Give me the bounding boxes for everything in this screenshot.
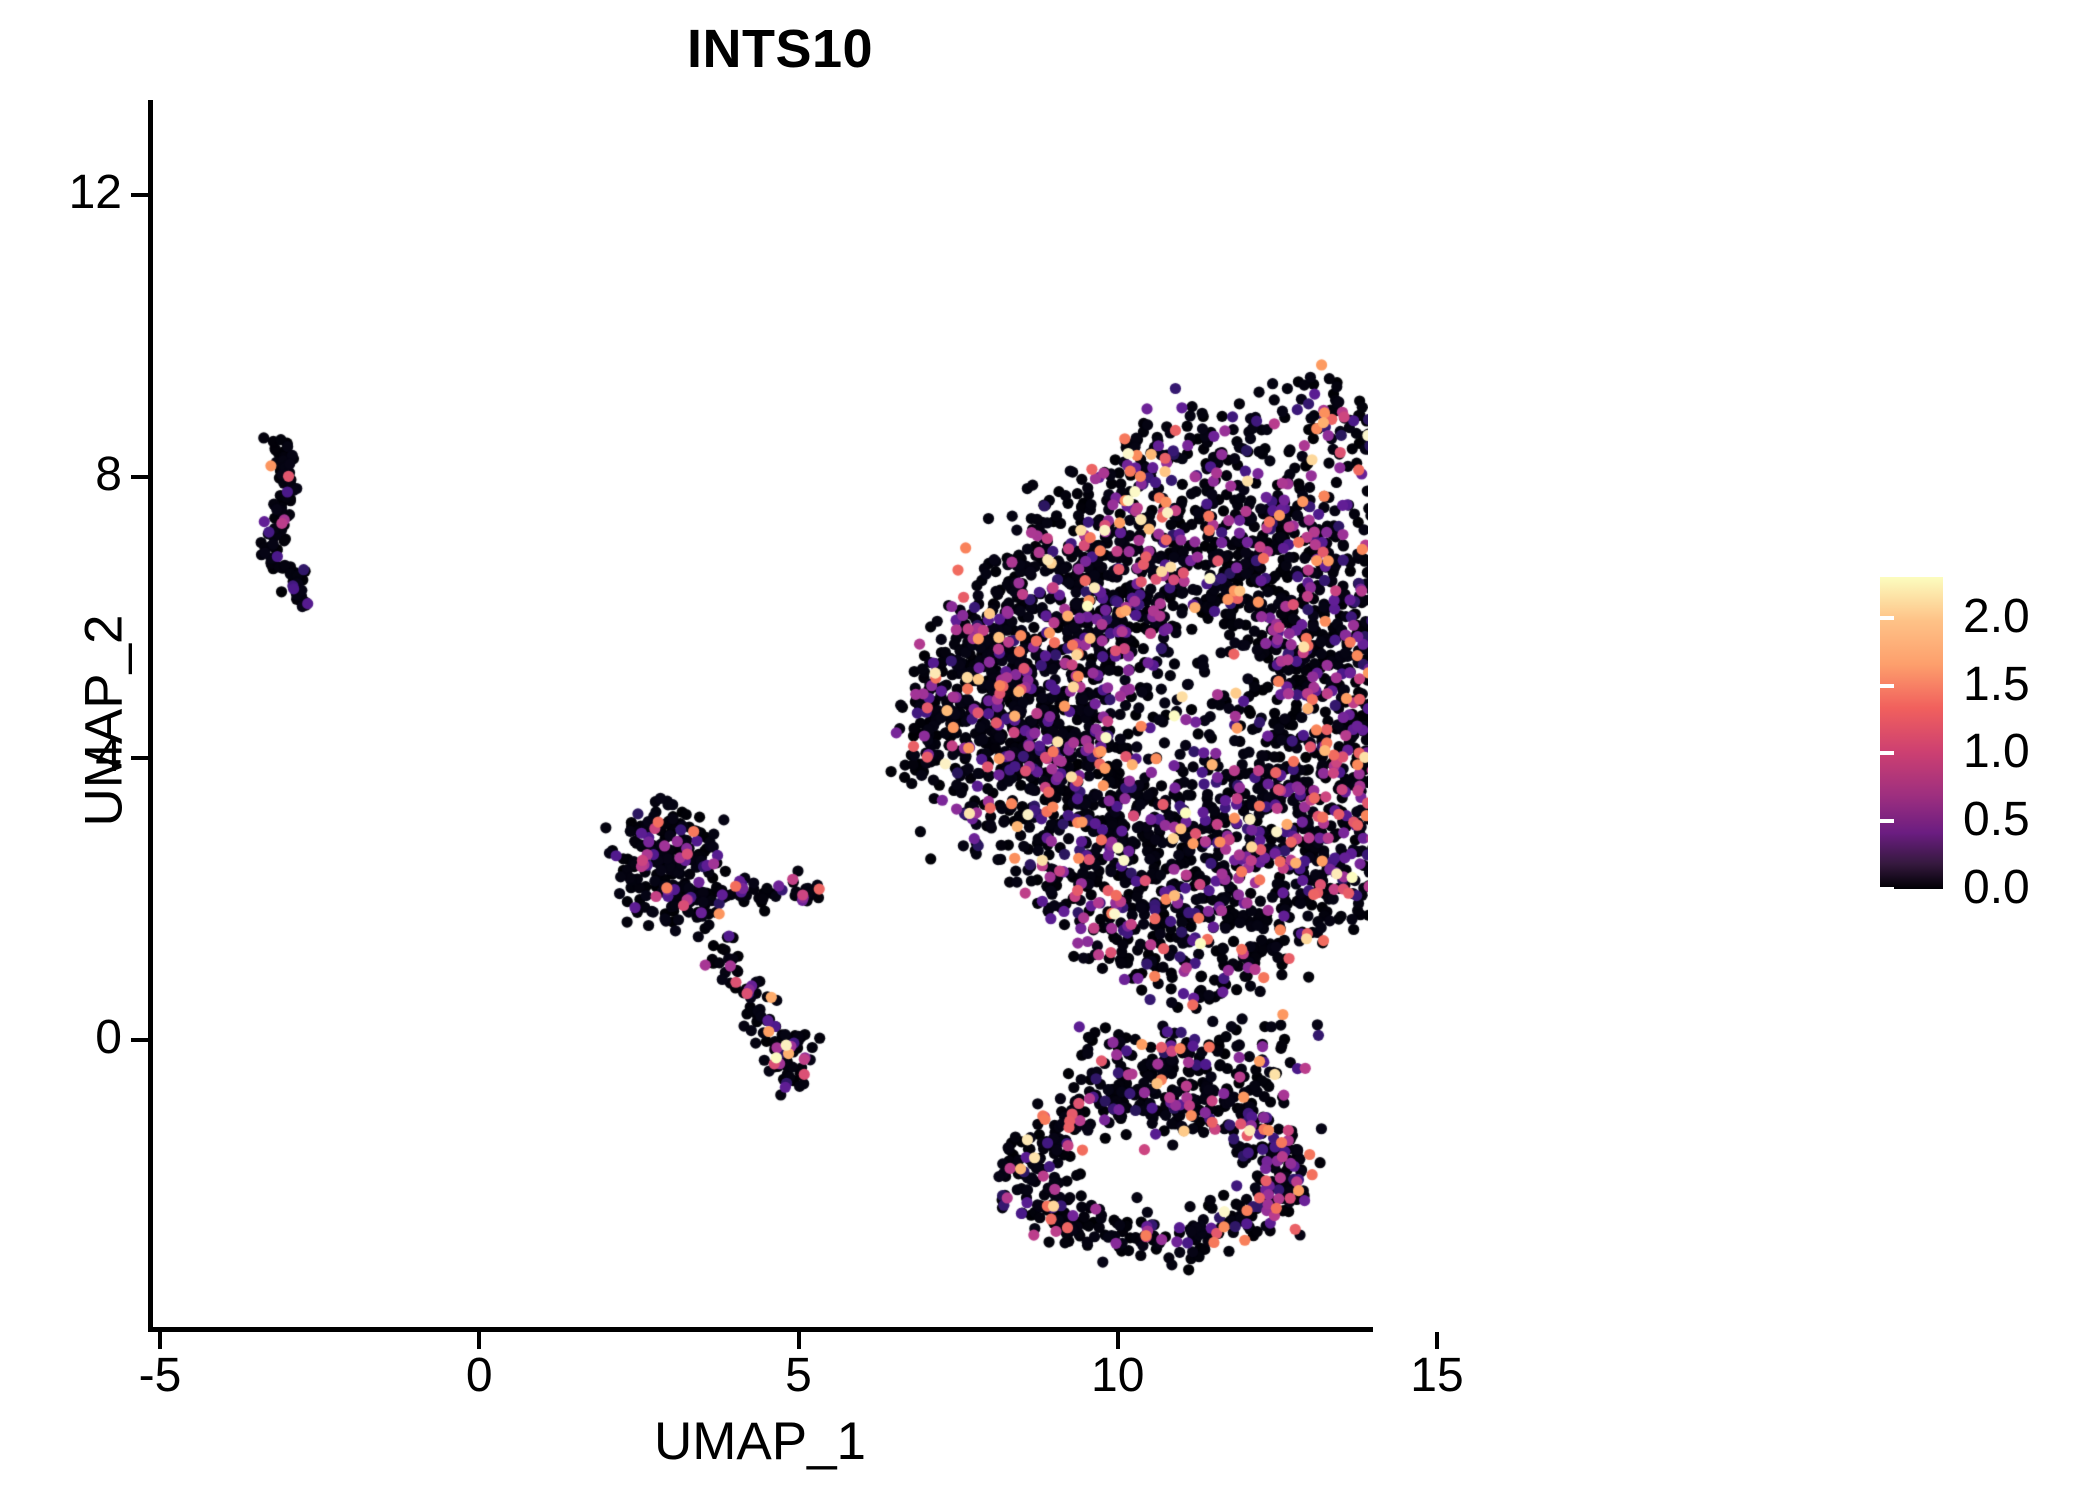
x-tick-label: -5 [138,1349,182,1402]
colorbar-tick-mark [2066,615,2080,620]
colorbar-tick-mark [2066,751,2080,756]
color-legend: 2.0 1.5 1.0 0.5 0.0 [1880,577,2080,917]
x-axis-line [148,1327,1373,1332]
colorbar-tick-mark [1880,819,1894,824]
x-axis-title: UMAP_1 [653,1412,867,1471]
y-tick-label: 0 [95,1011,122,1064]
x-tick-mark [158,1332,162,1349]
colorbar-tick-mark [1880,615,1894,620]
page-title: INTS10 [686,19,874,79]
colorbar-tick-label: 0.5 [1963,793,2030,847]
colorbar-tick-mark [1880,887,1894,891]
y-tick-mark [131,474,148,479]
plot-panel [152,100,1368,1330]
x-tick-label: 5 [785,1349,812,1402]
y-tick-mark [131,1038,148,1042]
x-tick-label: 0 [465,1349,493,1402]
colorbar-tick-mark [2066,683,2080,688]
y-axis-line [148,100,153,1332]
colorbar-tick-mark [1880,751,1894,756]
y-tick-label: 8 [95,447,122,501]
x-tick-mark [796,1332,801,1349]
colorbar-tick-mark [2066,819,2080,824]
x-tick-mark [1115,1332,1120,1349]
colorbar-gradient [1880,577,1943,889]
x-tick-mark [1435,1332,1439,1349]
x-tick-mark [477,1332,482,1349]
y-tick-mark [131,756,148,761]
colorbar-tick-mark [2066,887,2080,891]
colorbar-tick-label: 0.0 [1963,861,2030,914]
y-axis-title: UMAP_2 [74,614,134,827]
colorbar-tick-label: 1.0 [1963,725,2030,779]
y-tick-label: 12 [68,166,122,219]
scatter-points-canvas [152,100,1368,1330]
y-tick-label: 4 [95,729,122,783]
x-tick-label: 10 [1091,1349,1145,1402]
colorbar-tick-label: 2.0 [1963,589,2030,643]
x-tick-label: 15 [1410,1349,1464,1402]
colorbar-tick-label: 1.5 [1963,657,2030,711]
y-tick-mark [131,193,148,197]
colorbar-tick-mark [1880,683,1894,688]
